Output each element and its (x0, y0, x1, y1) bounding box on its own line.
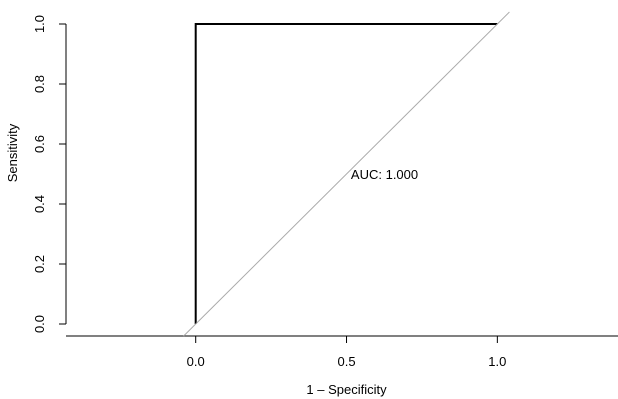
x-tick-label: 0.5 (337, 354, 355, 369)
x-axis-title: 1 – Specificity (306, 382, 387, 397)
y-tick-label: 0.0 (32, 315, 47, 333)
x-tick-label: 1.0 (488, 354, 506, 369)
x-axis-ticks: 0.0 0.5 1.0 (187, 336, 506, 369)
y-tick-label: 0.6 (32, 135, 47, 153)
reference-diagonal-line (183, 11, 510, 337)
y-axis-ticks: 0.0 0.2 0.4 0.6 0.8 1.0 (32, 15, 66, 333)
y-tick-label: 0.4 (32, 195, 47, 213)
x-tick-label: 0.0 (187, 354, 205, 369)
roc-curve-line (194, 23, 498, 324)
y-axis-title: Sensitivity (5, 123, 20, 182)
y-tick-label: 1.0 (32, 15, 47, 33)
y-tick-label: 0.8 (32, 75, 47, 93)
y-tick-label: 0.2 (32, 255, 47, 273)
auc-annotation: AUC: 1.000 (351, 167, 418, 182)
series-layer (183, 11, 510, 337)
